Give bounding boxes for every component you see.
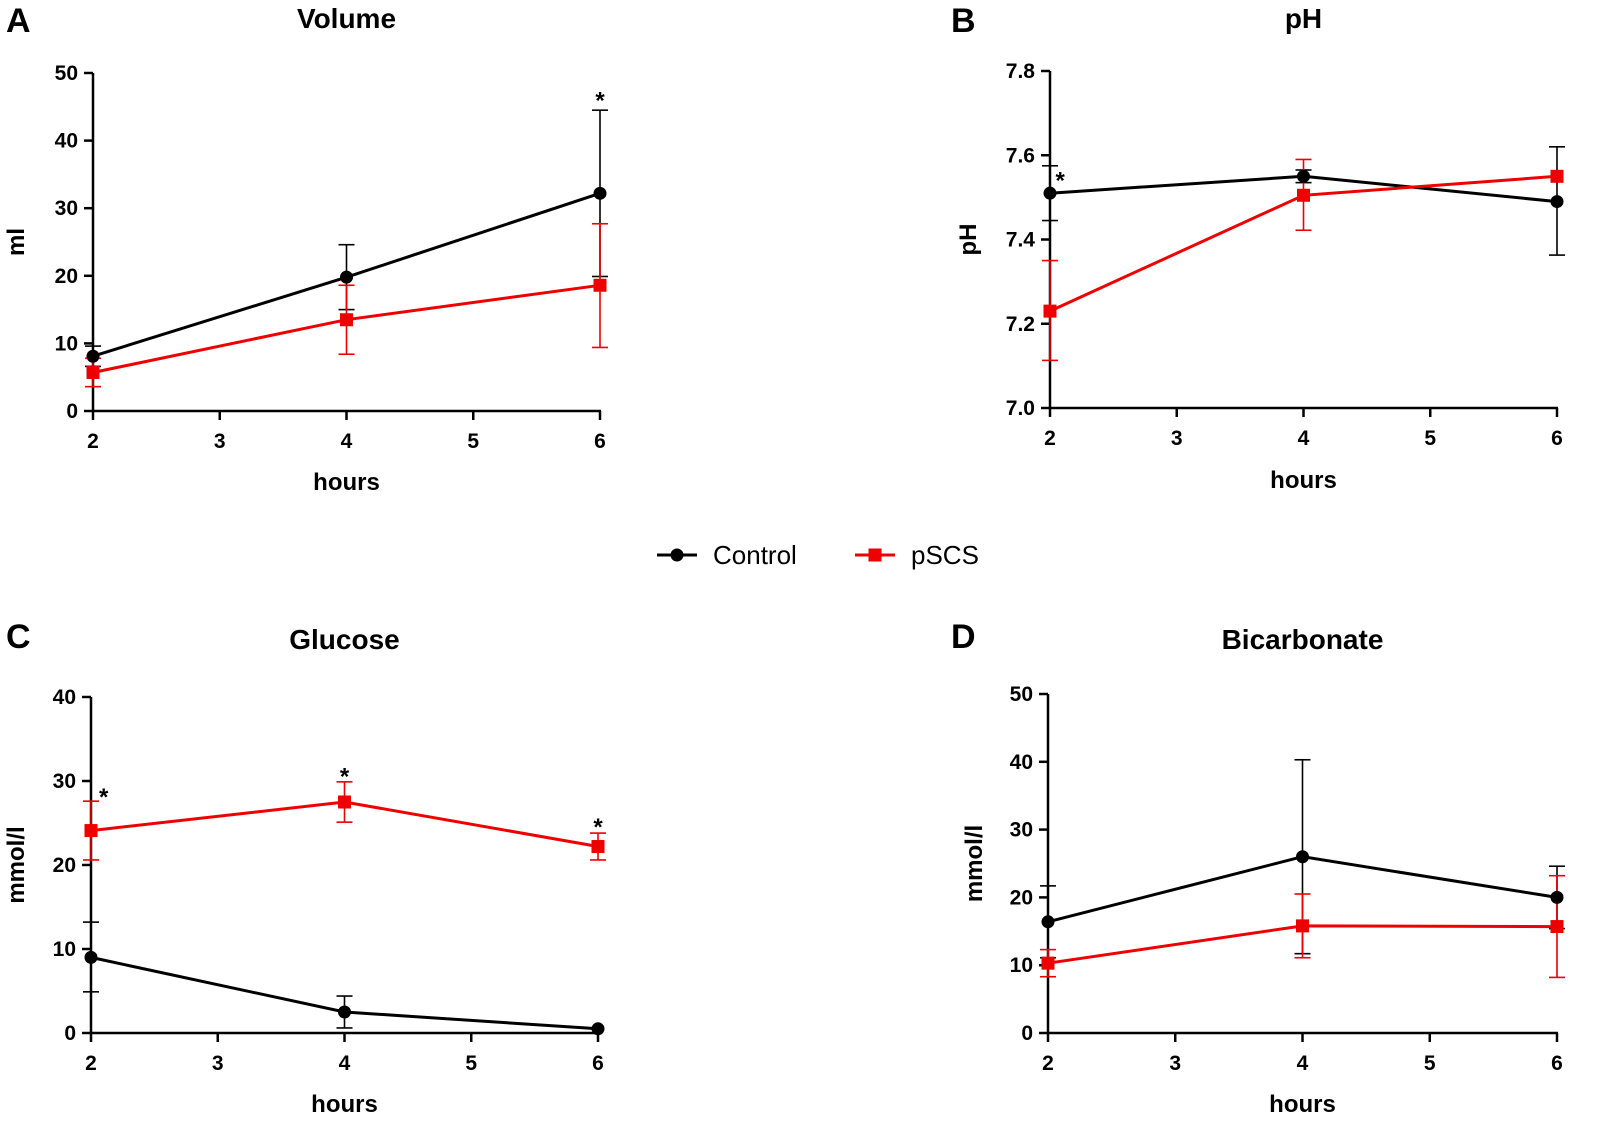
x-tick-label: 2 — [1042, 1052, 1054, 1075]
data-point-pscs — [338, 795, 351, 809]
x-axis-label: hours — [313, 469, 380, 496]
panel-c: C Glucose 0 10 20 30 40 2 3 4 5 6 hours mmol/l * * * — [3, 618, 606, 1118]
y-axis-label: pH — [955, 224, 982, 256]
x-axis-label: hours — [1269, 1091, 1336, 1118]
x-axis-label: hours — [1270, 467, 1337, 494]
y-tick-label: 7.0 — [1006, 397, 1035, 420]
x-tick-label: 5 — [467, 430, 479, 453]
y-tick-label: 10 — [1010, 954, 1033, 977]
x-tick-label: 2 — [1044, 427, 1056, 450]
data-point-pscs — [86, 365, 100, 379]
data-point-control — [593, 186, 607, 200]
panel-letter: C — [6, 618, 31, 656]
y-tick-label: 7.2 — [1006, 313, 1035, 336]
x-axis-label: hours — [311, 1091, 378, 1118]
significance-star: * — [595, 88, 605, 115]
y-tick-label: 50 — [55, 62, 78, 85]
y-axis-label: mmol/l — [3, 826, 30, 903]
y-tick-label: 30 — [55, 197, 78, 220]
data-point-control — [340, 270, 353, 284]
y-tick-label: 7.4 — [1006, 229, 1036, 252]
legend-label-control: Control — [713, 540, 797, 570]
data-point-pscs — [1041, 956, 1055, 970]
y-tick-label: 40 — [53, 686, 76, 709]
panel-letter: A — [6, 2, 31, 40]
panel-title: pH — [1285, 3, 1322, 34]
data-point-pscs — [591, 840, 605, 854]
data-point-pscs — [1297, 188, 1310, 202]
y-tick-label: 10 — [55, 332, 78, 355]
data-point-pscs — [84, 824, 98, 838]
y-tick-label: 0 — [1021, 1022, 1033, 1045]
data-point-control — [1296, 850, 1309, 864]
y-tick-label: 40 — [55, 130, 78, 153]
x-tick-label: 5 — [465, 1052, 477, 1075]
data-point-control — [1550, 195, 1564, 209]
y-tick-label: 50 — [1010, 683, 1033, 706]
y-tick-label: 20 — [1010, 886, 1033, 909]
panel-letter: D — [951, 618, 976, 656]
x-tick-label: 4 — [1298, 427, 1310, 450]
y-tick-label: 20 — [53, 854, 76, 877]
y-tick-label: 40 — [1010, 751, 1033, 774]
y-tick-label: 30 — [53, 770, 76, 793]
x-tick-label: 6 — [592, 1052, 604, 1075]
data-point-control — [86, 349, 100, 363]
y-tick-label: 7.8 — [1006, 60, 1036, 83]
data-point-control — [338, 1005, 351, 1019]
y-tick-label: 10 — [53, 938, 76, 961]
x-tick-label: 3 — [212, 1052, 224, 1075]
data-point-pscs — [1550, 169, 1564, 183]
data-point-pscs — [1550, 920, 1564, 934]
data-point-pscs — [340, 313, 353, 327]
data-point-control — [1043, 186, 1057, 200]
significance-star: * — [99, 784, 109, 811]
data-point-control — [84, 950, 98, 964]
y-axis-label: ml — [3, 228, 30, 256]
x-tick-label: 4 — [339, 1052, 351, 1075]
y-axis-label: mmol/l — [961, 825, 988, 902]
legend: Control pSCS — [657, 540, 979, 570]
x-tick-label: 3 — [214, 430, 226, 453]
panel-title: Volume — [297, 3, 396, 34]
data-point-control — [1550, 890, 1564, 904]
x-tick-label: 6 — [1551, 427, 1563, 450]
data-point-pscs — [1043, 304, 1057, 318]
data-point-pscs — [593, 278, 607, 292]
panel-letter: B — [951, 2, 976, 40]
data-point-control — [1297, 169, 1310, 183]
panel-a: A Volume 0 10 20 30 40 50 2 3 4 5 6 hours ml * — [3, 2, 608, 496]
x-tick-label: 2 — [87, 430, 99, 453]
y-tick-label: 0 — [64, 1022, 76, 1045]
y-tick-label: 30 — [1010, 819, 1033, 842]
y-tick-label: 7.6 — [1006, 144, 1035, 167]
legend-label-pscs: pSCS — [911, 540, 979, 570]
x-tick-label: 4 — [1297, 1052, 1309, 1075]
significance-star: * — [1055, 167, 1065, 194]
data-point-control — [1041, 915, 1055, 929]
panel-title: Bicarbonate — [1222, 624, 1384, 655]
x-tick-label: 6 — [594, 430, 606, 453]
data-point-control — [591, 1022, 605, 1036]
x-tick-label: 6 — [1551, 1052, 1563, 1075]
data-point-pscs — [1296, 919, 1309, 933]
panel-title: Glucose — [289, 624, 399, 655]
y-tick-label: 20 — [55, 265, 78, 288]
x-tick-label: 3 — [1171, 427, 1183, 450]
x-tick-label: 5 — [1424, 427, 1436, 450]
y-tick-label: 0 — [66, 400, 78, 423]
significance-star: * — [340, 764, 350, 791]
x-tick-label: 4 — [341, 430, 353, 453]
legend-marker-pscs — [868, 548, 882, 562]
significance-star: * — [593, 814, 603, 841]
legend-marker-control — [670, 548, 684, 562]
x-tick-label: 3 — [1169, 1052, 1181, 1075]
panel-d: D Bicarbonate 0 10 20 30 40 50 2 3 4 5 6 hours mmol/l — [951, 618, 1565, 1118]
x-tick-label: 5 — [1424, 1052, 1436, 1075]
x-tick-label: 2 — [85, 1052, 97, 1075]
